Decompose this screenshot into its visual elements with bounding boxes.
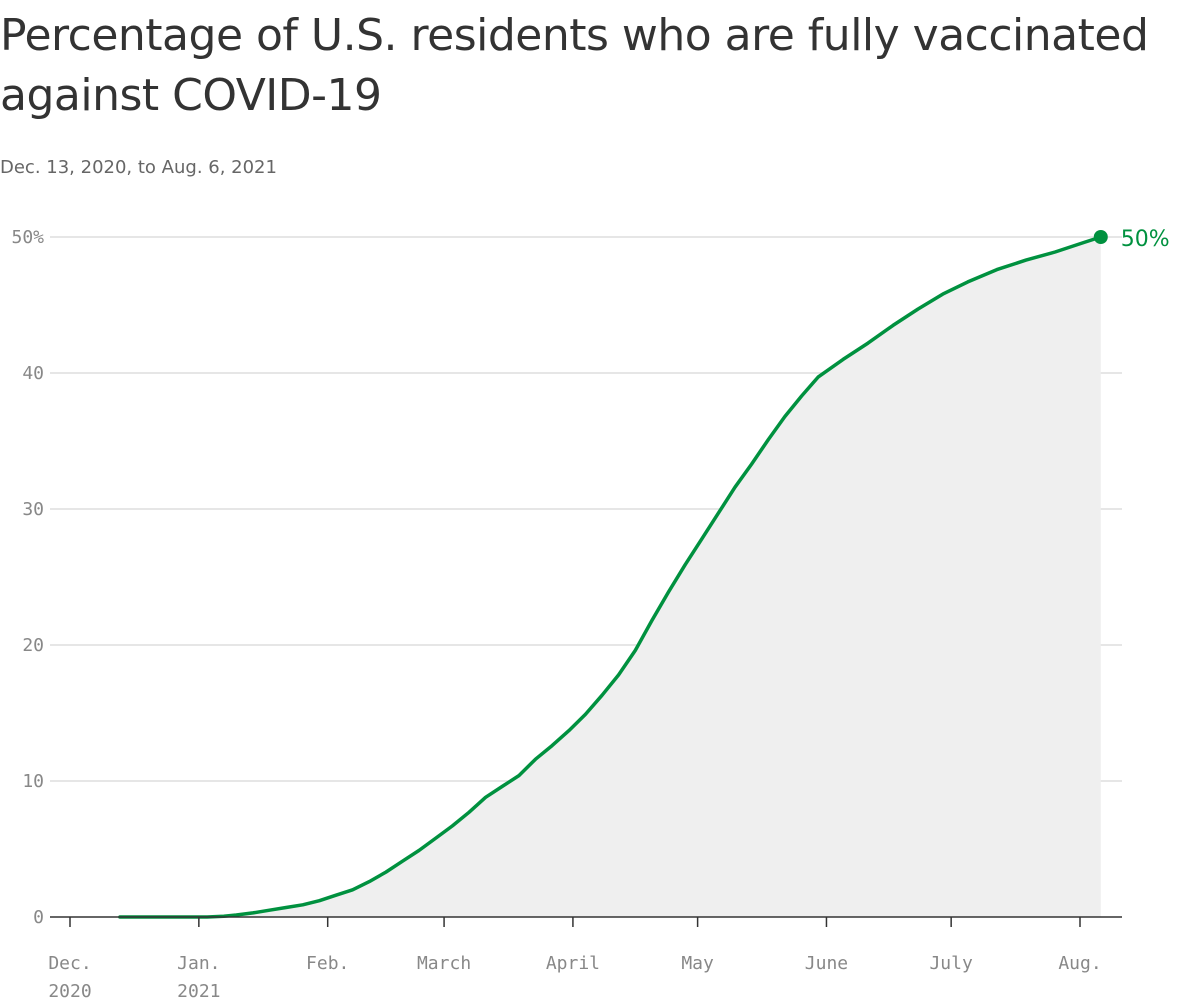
x-tick-label: Jan.	[177, 953, 220, 974]
series-line	[118, 235, 1103, 919]
x-axis: Dec. 2020 Jan. 2021 Feb. March April May June Jul…	[48, 917, 1102, 1000]
y-tick-label: 0	[33, 907, 44, 928]
y-axis: 0 10 20 30 40 50%	[11, 227, 44, 928]
x-tick-label: May	[681, 953, 714, 974]
y-tick-label: 40	[22, 363, 44, 384]
area-fill	[119, 237, 1101, 917]
x-tick-label: July	[929, 953, 973, 974]
y-tick-label: 30	[22, 499, 44, 520]
chart-title: Percentage of U.S. residents who are ful…	[0, 10, 1149, 121]
x-tick-label: March	[417, 953, 471, 974]
end-point-marker	[1093, 230, 1108, 244]
y-tick-label: 50%	[11, 227, 44, 248]
y-tick-label: 10	[22, 771, 44, 792]
x-tick-label: June	[805, 953, 848, 974]
y-tick-label: 20	[22, 635, 44, 656]
chart-subtitle: Dec. 13, 2020, to Aug. 6, 2021	[0, 157, 277, 178]
x-tick-label: Dec.	[48, 953, 91, 974]
x-tick-label: Feb.	[306, 953, 349, 974]
x-tick-label: 2020	[48, 981, 91, 1000]
x-tick-label: 2021	[177, 981, 220, 1000]
x-tick-label: Aug.	[1058, 953, 1101, 974]
end-value-label: 50%	[1121, 227, 1170, 252]
x-tick-label: April	[546, 953, 600, 974]
